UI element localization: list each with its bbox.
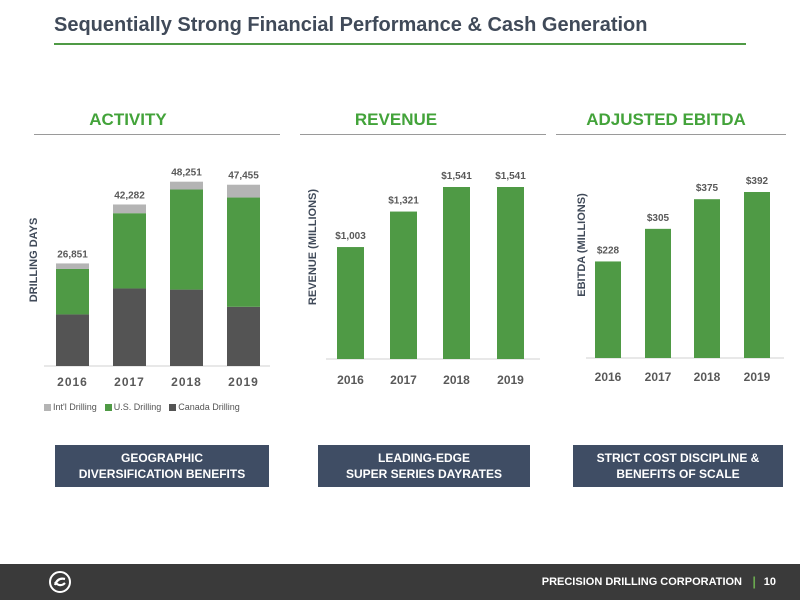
ebitda-value-label-2018: $375 <box>696 183 719 194</box>
callout-activity-line-1: GEOGRAPHIC <box>120 451 203 465</box>
callout-activity-line-2: DIVERSIFICATION BENEFITS <box>78 467 246 481</box>
ebitda-bar-2017 <box>645 228 671 358</box>
legend-label-canada: Canada Drilling <box>178 402 240 412</box>
activity-bar-2019-int-l-drilling <box>227 184 260 198</box>
activity-legend: Int'l Drilling U.S. Drilling Canada Dril… <box>44 402 240 412</box>
callout-cost-discipline: STRICT COST DISCIPLINE & BENEFITS OF SCA… <box>573 445 783 487</box>
ebitda-value-label-2017: $305 <box>647 213 670 224</box>
legend-us-drilling: U.S. Drilling <box>104 402 162 412</box>
activity-total-label-2017: 42,282 <box>114 190 145 201</box>
revenue-tick-label-2016: 2016 <box>337 373 364 387</box>
activity-bar-2016-int-l-drilling <box>56 263 89 269</box>
activity-bar-2017-u-s-drilling <box>113 213 146 289</box>
activity-total-label-2016: 26,851 <box>57 249 88 260</box>
section-divider-activity <box>34 134 280 135</box>
ebitda-chart: EBITDA (MILLIONS) $228 2016 $305 2017 $375 20… <box>576 176 784 384</box>
activity-bar-2019-canada-drilling <box>227 306 260 366</box>
section-heading-revenue: REVENUE <box>354 110 438 129</box>
revenue-tick-label-2019: 2019 <box>497 373 524 387</box>
activity-bar-2016-u-s-drilling <box>56 268 89 315</box>
company-name: PRECISION DRILLING CORPORATION <box>541 576 742 588</box>
revenue-bar-2016 <box>337 247 364 359</box>
revenue-value-label-2019: $1,541 <box>495 171 526 182</box>
ebitda-value-label-2016: $228 <box>597 245 620 256</box>
activity-tick-label-2016: 2016 <box>57 375 88 389</box>
activity-bar-2017-int-l-drilling <box>113 204 146 214</box>
legend-swatch-us <box>104 403 112 411</box>
revenue-value-label-2018: $1,541 <box>441 171 472 182</box>
section-heading-activity: ACTIVITY <box>89 110 167 129</box>
title-divider <box>54 43 746 45</box>
ebitda-bar-2016 <box>595 261 621 358</box>
callout-revenue-line-2: SUPER SERIES DAYRATES <box>345 467 503 481</box>
ebitda-value-label-2019: $392 <box>746 176 769 187</box>
ebitda-tick-label-2017: 2017 <box>645 370 672 384</box>
activity-total-label-2019: 47,455 <box>228 171 259 182</box>
slide-title: Sequentially Strong Financial Performanc… <box>54 14 648 36</box>
activity-bar-2018-canada-drilling <box>170 289 203 366</box>
activity-bar-2018-u-s-drilling <box>170 189 203 290</box>
ebitda-bar-2018 <box>694 199 720 358</box>
revenue-tick-label-2018: 2018 <box>443 373 470 387</box>
revenue-y-axis-label: REVENUE (MILLIONS) <box>307 189 319 305</box>
activity-bar-2018-int-l-drilling <box>170 181 203 190</box>
ebitda-tick-label-2019: 2019 <box>744 370 771 384</box>
revenue-value-label-2017: $1,321 <box>388 196 419 207</box>
revenue-value-label-2016: $1,003 <box>335 231 366 242</box>
footer-separator: | <box>752 574 756 589</box>
ebitda-bar-2019 <box>744 192 770 358</box>
legend-canada-drilling: Canada Drilling <box>169 402 240 412</box>
revenue-bar-2018 <box>443 187 470 359</box>
activity-tick-label-2017: 2017 <box>114 375 145 389</box>
activity-total-label-2018: 48,251 <box>171 168 202 179</box>
section-divider-revenue <box>300 134 546 135</box>
legend-label-intl: Int'l Drilling <box>53 402 97 412</box>
revenue-bar-2019 <box>497 187 524 359</box>
revenue-bar-2017 <box>390 211 417 359</box>
section-divider-ebitda <box>556 134 786 135</box>
legend-swatch-intl <box>44 403 51 411</box>
callout-ebitda-line-1: STRICT COST DISCIPLINE & <box>596 451 760 465</box>
callout-revenue-line-1: LEADING-EDGE <box>377 451 470 465</box>
activity-bar-2019-u-s-drilling <box>227 197 260 307</box>
callout-ebitda-line-2: BENEFITS OF SCALE <box>616 467 740 481</box>
legend-intl-drilling: Int'l Drilling <box>44 402 97 412</box>
activity-bar-2016-canada-drilling <box>56 314 89 366</box>
revenue-chart: REVENUE (MILLIONS) $1,003 2016 $1,321 2017 $… <box>307 171 540 387</box>
ebitda-tick-label-2018: 2018 <box>694 370 721 384</box>
callout-geographic-diversification: GEOGRAPHIC DIVERSIFICATION BENEFITS <box>55 445 269 487</box>
callout-super-series-dayrates: LEADING-EDGE SUPER SERIES DAYRATES <box>318 445 530 487</box>
legend-swatch-canada <box>169 403 177 411</box>
activity-tick-label-2018: 2018 <box>171 375 202 389</box>
section-heading-ebitda: ADJUSTED EBITDA <box>586 110 746 129</box>
ebitda-y-axis-label: EBITDA (MILLIONS) <box>576 193 588 297</box>
activity-bar-2017-canada-drilling <box>113 288 146 366</box>
activity-tick-label-2019: 2019 <box>228 375 259 389</box>
activity-y-axis-label: DRILLING DAYS <box>28 218 40 303</box>
footer-bar: PRECISION DRILLING CORPORATION | 10 <box>0 564 800 600</box>
company-logo-icon <box>49 571 71 593</box>
activity-chart: DRILLING DAYS 26,851 2016 42,282 2017 48,251… <box>28 168 270 389</box>
page-number: 10 <box>763 576 776 588</box>
legend-label-us: U.S. Drilling <box>113 402 162 412</box>
ebitda-tick-label-2016: 2016 <box>595 370 622 384</box>
revenue-tick-label-2017: 2017 <box>390 373 417 387</box>
